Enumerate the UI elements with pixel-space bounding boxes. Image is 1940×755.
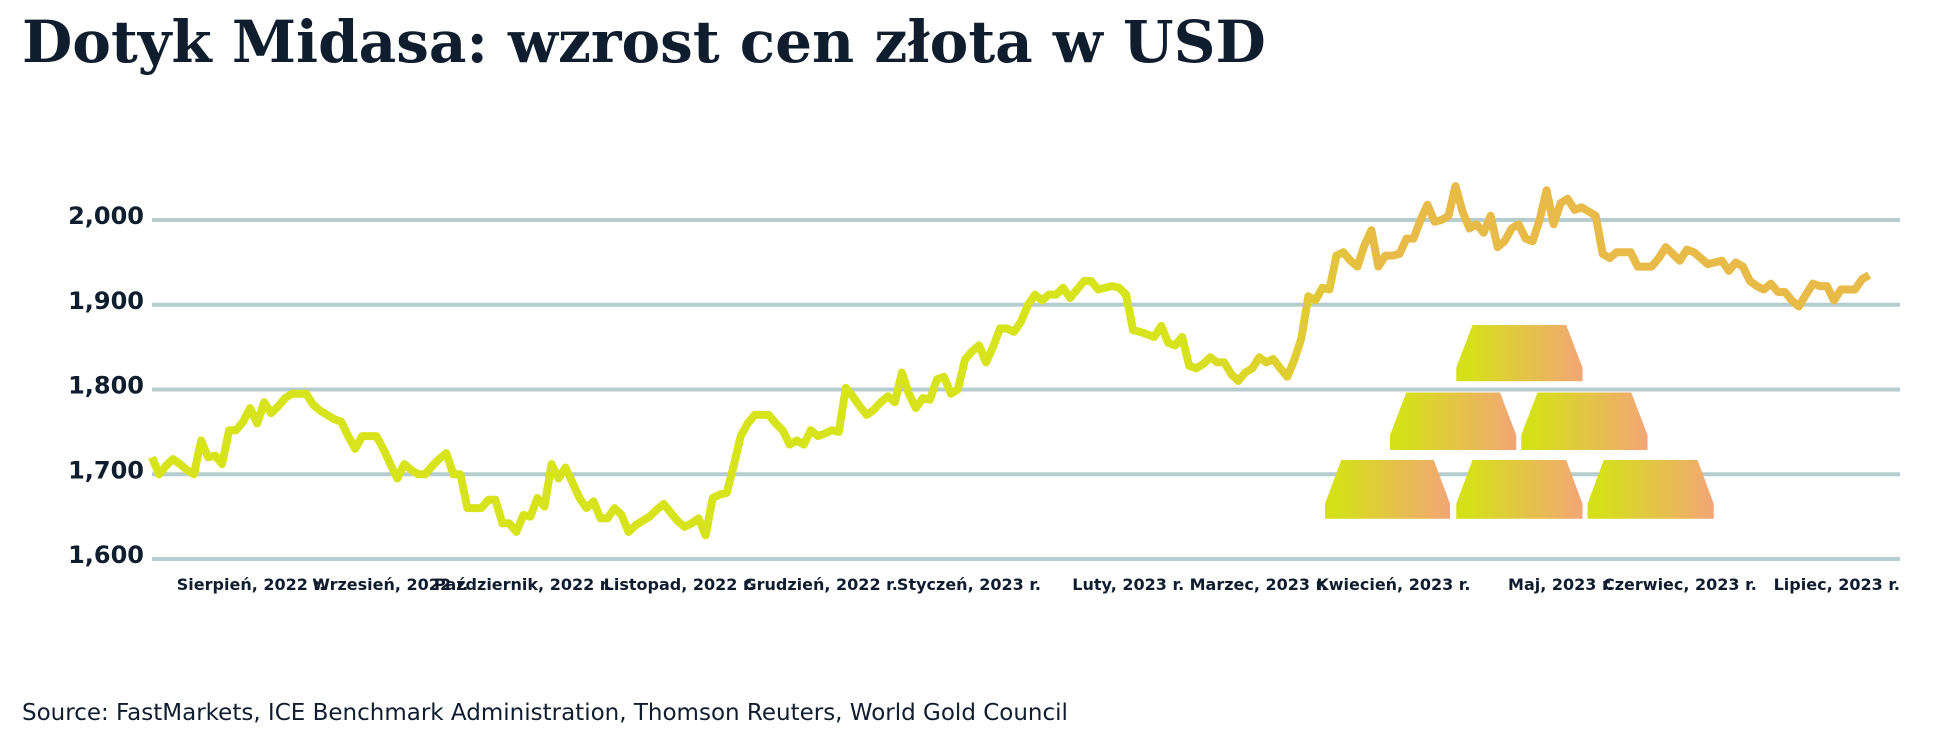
gold-bar bbox=[1456, 460, 1583, 519]
gold-bar bbox=[1456, 325, 1583, 382]
chart-title: Dotyk Midasa: wzrost cen złota w USD bbox=[22, 8, 1266, 76]
gold-bar bbox=[1587, 460, 1714, 519]
y-tick-label: 1,800 bbox=[68, 372, 144, 400]
x-tick-label: Marzec, 2023 r. bbox=[1190, 575, 1328, 594]
x-tick-label: Październik, 2022 r. bbox=[434, 575, 611, 594]
x-tick-label: Sierpień, 2022 r. bbox=[177, 575, 325, 594]
gold-bar bbox=[1390, 392, 1517, 450]
x-tick-label: Listopad, 2022 r. bbox=[604, 575, 755, 594]
x-tick-label: Czerwiec, 2023 r. bbox=[1603, 575, 1757, 594]
gold-bar bbox=[1521, 392, 1648, 450]
x-tick-label: Grudzień, 2022 r. bbox=[743, 575, 897, 594]
gold-bar bbox=[1325, 460, 1450, 519]
source: Source: FastMarkets, ICE Benchmark Admin… bbox=[22, 700, 1068, 726]
x-tick-label: Maj, 2023 r. bbox=[1508, 575, 1614, 594]
x-tick-label: Luty, 2023 r. bbox=[1072, 575, 1184, 594]
gold-bars bbox=[1325, 325, 1714, 519]
price-line bbox=[148, 182, 1872, 540]
x-tick-label: Styczeń, 2023 r. bbox=[897, 575, 1041, 594]
x-tick-label: Wrzesień, 2022 r. bbox=[312, 575, 468, 594]
y-tick-label: 1,700 bbox=[68, 456, 144, 484]
x-tick-label: Lipiec, 2023 r. bbox=[1774, 575, 1900, 594]
y-tick-label: 1,900 bbox=[68, 287, 144, 315]
x-tick-label: Kwiecień, 2023 r. bbox=[1316, 575, 1470, 594]
y-tick-label: 2,000 bbox=[68, 202, 144, 230]
y-tick-label: 1,600 bbox=[68, 541, 144, 569]
